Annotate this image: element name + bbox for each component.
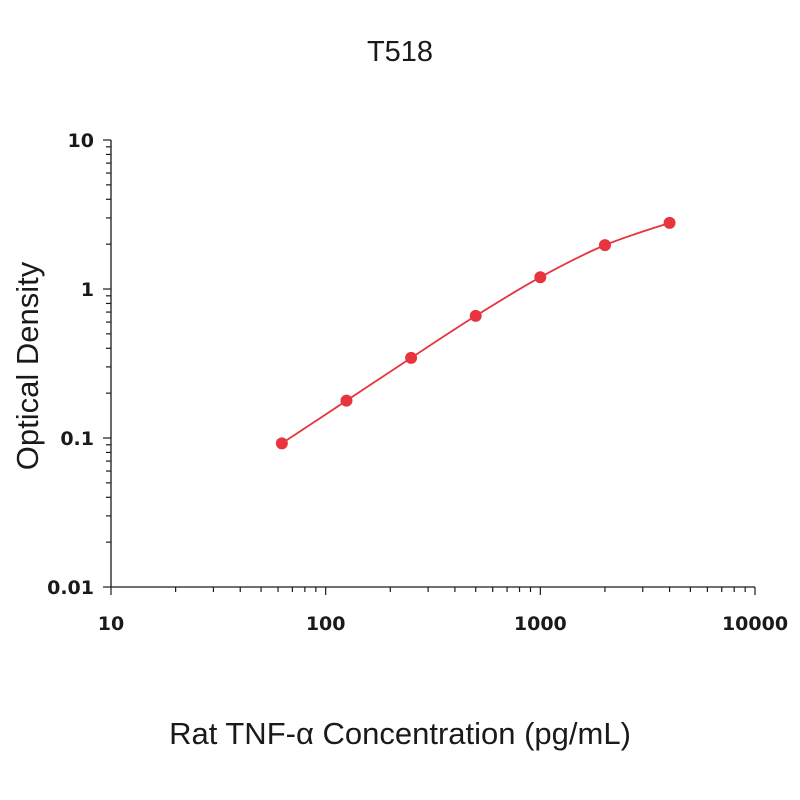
data-point [598, 239, 611, 252]
data-point [405, 351, 418, 364]
y-tick-label: 1 [81, 279, 94, 301]
data-point [534, 271, 547, 284]
data-point [275, 437, 288, 450]
x-tick-label: 100 [306, 613, 346, 635]
data-point [340, 394, 353, 407]
x-axis-label: Rat TNF-α Concentration (pg/mL) [169, 716, 631, 751]
x-tick-label: 10 [98, 613, 124, 635]
y-tick-label: 0.1 [60, 428, 94, 450]
x-tick-label: 1000 [514, 613, 567, 635]
y-tick-label: 10 [68, 130, 94, 152]
data-point [469, 309, 482, 322]
x-tick-label: 10000 [722, 613, 788, 635]
fit-curve [281, 221, 670, 445]
y-tick-label: 0.01 [47, 577, 94, 599]
chart-title: T518 [366, 36, 434, 68]
data-point [663, 216, 676, 229]
